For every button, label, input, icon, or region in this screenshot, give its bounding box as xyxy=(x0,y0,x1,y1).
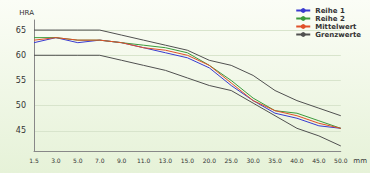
svg-text:7.0: 7.0 xyxy=(95,157,105,164)
svg-text:Reihe 1: Reihe 1 xyxy=(315,7,345,15)
svg-text:45.0: 45.0 xyxy=(312,157,326,164)
svg-text:Mittelwert: Mittelwert xyxy=(315,23,357,31)
svg-text:HRA: HRA xyxy=(19,9,34,17)
svg-text:9.0: 9.0 xyxy=(117,157,127,164)
svg-text:Grenzwerte: Grenzwerte xyxy=(315,31,361,39)
svg-text:35.0: 35.0 xyxy=(268,157,282,164)
svg-text:25.0: 25.0 xyxy=(225,157,239,164)
svg-text:60: 60 xyxy=(16,51,26,60)
svg-text:5.0: 5.0 xyxy=(73,157,83,164)
svg-text:11.0: 11.0 xyxy=(137,157,151,164)
svg-text:20.0: 20.0 xyxy=(203,157,217,164)
svg-text:55: 55 xyxy=(16,76,26,85)
svg-text:65: 65 xyxy=(16,26,26,35)
svg-text:45: 45 xyxy=(16,126,26,135)
svg-text:3.0: 3.0 xyxy=(51,157,61,164)
svg-text:13.0: 13.0 xyxy=(159,157,173,164)
svg-text:1.5: 1.5 xyxy=(29,157,39,164)
svg-text:Reihe 2: Reihe 2 xyxy=(315,15,345,23)
svg-text:30.0: 30.0 xyxy=(246,157,260,164)
svg-text:15.0: 15.0 xyxy=(181,157,195,164)
svg-text:50.0: 50.0 xyxy=(334,157,348,164)
svg-text:50: 50 xyxy=(16,101,26,110)
svg-text:mm: mm xyxy=(353,157,367,165)
svg-text:40.0: 40.0 xyxy=(290,157,304,164)
